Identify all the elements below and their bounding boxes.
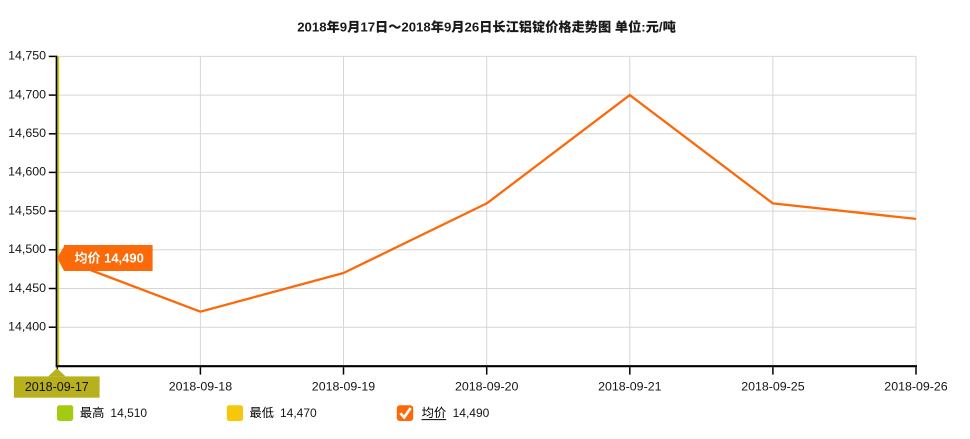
- svg-text:14,450: 14,450: [8, 281, 46, 295]
- svg-text:14,510: 14,510: [110, 406, 147, 420]
- svg-text:2018-09-25: 2018-09-25: [741, 379, 804, 393]
- svg-text:14,470: 14,470: [280, 406, 317, 420]
- svg-text:2018: 2018: [401, 20, 430, 35]
- svg-text:14,600: 14,600: [8, 165, 46, 179]
- svg-text::: :: [641, 20, 645, 35]
- svg-text:2018-09-26: 2018-09-26: [884, 379, 947, 393]
- svg-text:14,700: 14,700: [8, 87, 46, 101]
- svg-text:17: 17: [360, 20, 375, 35]
- svg-text:26: 26: [465, 20, 480, 35]
- svg-text:14,400: 14,400: [8, 320, 46, 334]
- svg-text:2018-09-21: 2018-09-21: [598, 379, 661, 393]
- svg-text:2018: 2018: [297, 20, 326, 35]
- svg-text:14,500: 14,500: [8, 242, 46, 256]
- svg-text:9: 9: [340, 20, 347, 35]
- svg-text:2018-09-19: 2018-09-19: [312, 379, 375, 393]
- svg-text:14,750: 14,750: [8, 49, 46, 63]
- svg-text:14,550: 14,550: [8, 203, 46, 217]
- svg-text:14,490: 14,490: [453, 406, 490, 420]
- svg-text:/: /: [659, 20, 663, 35]
- svg-text:9: 9: [444, 20, 451, 35]
- svg-text:2018-09-20: 2018-09-20: [455, 379, 518, 393]
- svg-text:2018-09-18: 2018-09-18: [169, 379, 232, 393]
- svg-text:14,490: 14,490: [104, 251, 144, 266]
- svg-text:2018-09-17: 2018-09-17: [25, 380, 89, 394]
- svg-text:14,650: 14,650: [8, 126, 46, 140]
